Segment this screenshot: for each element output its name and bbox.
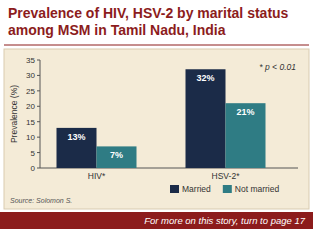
y-tick-label: 5 <box>31 149 36 158</box>
y-tick-label: 20 <box>26 102 35 111</box>
data-label: 21% <box>236 107 254 117</box>
y-tick <box>37 75 40 76</box>
footer: For more on this story, turn to page 17 <box>144 215 306 226</box>
source: Source: Solomon S. <box>10 197 72 204</box>
bar <box>226 103 266 168</box>
legend: Married Not married <box>170 184 279 194</box>
y-tick <box>37 90 40 91</box>
panel <box>4 49 309 209</box>
title-line: Prevalence of HIV, HSV-2 by marital stat… <box>8 5 289 21</box>
legend-swatch <box>170 185 179 193</box>
y-tick-label: 0 <box>31 164 36 173</box>
bar <box>97 146 137 168</box>
y-tick <box>37 137 40 138</box>
legend-label: Married <box>182 184 211 194</box>
x-tick-label: HSV-2* <box>212 171 241 181</box>
title-line: among MSM in Tamil Nadu, India <box>8 22 226 38</box>
y-tick-label: 10 <box>26 133 35 142</box>
x-tick-label: HIV* <box>88 171 106 181</box>
legend-label: Not married <box>235 184 280 194</box>
y-tick <box>37 60 40 61</box>
y-tick-label: 15 <box>26 118 35 127</box>
bar <box>186 69 226 168</box>
footer-bar <box>0 212 313 229</box>
rule <box>4 45 309 46</box>
y-tick <box>37 152 40 153</box>
y-axis <box>40 60 41 168</box>
y-tick <box>37 106 40 107</box>
bars <box>57 69 266 168</box>
annotation: * p < 0.01 <box>259 62 296 72</box>
y-tick <box>37 168 40 169</box>
bar <box>57 128 97 168</box>
legend-swatch <box>223 185 232 193</box>
data-label: 32% <box>196 73 214 83</box>
y-tick-label: 35 <box>26 56 35 65</box>
y-tick-label: 30 <box>26 71 35 80</box>
chart: Prevalence of HIV, HSV-2 by marital stat… <box>0 0 313 229</box>
y-axis-label: Prevalence (%) <box>9 85 19 143</box>
y-tick <box>37 121 40 122</box>
data-label: 7% <box>110 150 123 160</box>
data-label: 13% <box>67 132 85 142</box>
title: Prevalence of HIV, HSV-2 by marital stat… <box>8 5 289 38</box>
y-tick-label: 25 <box>26 87 35 96</box>
